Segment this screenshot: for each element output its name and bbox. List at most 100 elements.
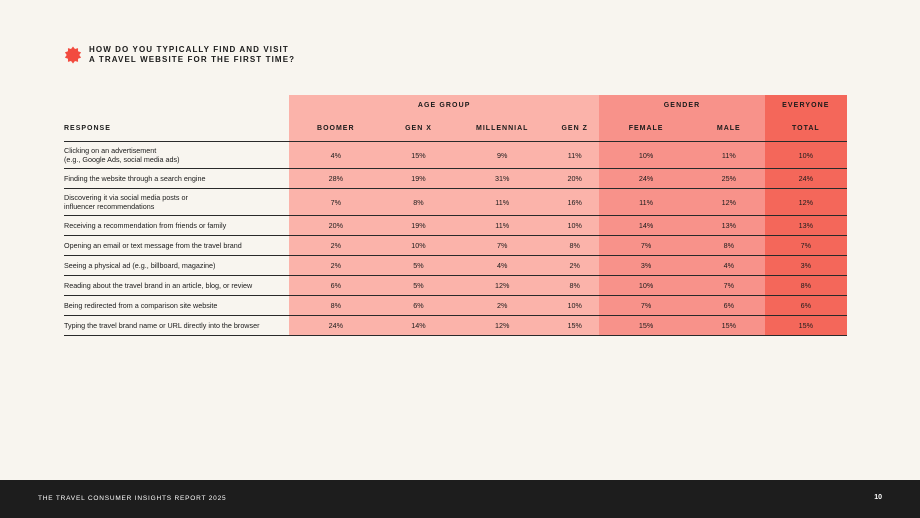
page-title: HOW DO YOU TYPICALLY FIND AND VISIT A TR… xyxy=(89,45,296,64)
value-cell: 14% xyxy=(599,215,693,236)
value-cell: 28% xyxy=(289,168,383,189)
value-cell: 24% xyxy=(764,168,847,189)
value-cell: 25% xyxy=(692,168,765,189)
value-cell: 9% xyxy=(454,141,551,169)
table-row: Opening an email or text message from th… xyxy=(64,235,847,256)
value-cell: 13% xyxy=(692,215,765,236)
footer-bar: THE TRAVEL CONSUMER INSIGHTS REPORT 2025… xyxy=(0,480,920,518)
value-cell: 20% xyxy=(289,215,383,236)
value-cell: 8% xyxy=(550,275,600,296)
value-cell: 6% xyxy=(382,295,455,316)
value-cell: 15% xyxy=(382,141,455,169)
value-cell: 13% xyxy=(764,215,847,236)
column-header: TOTAL xyxy=(764,116,847,142)
value-cell: 5% xyxy=(382,275,455,296)
value-cell: 8% xyxy=(289,295,383,316)
value-cell: 2% xyxy=(289,255,383,276)
column-header: BOOMER xyxy=(289,116,383,142)
value-cell: 8% xyxy=(550,235,600,256)
value-cell: 6% xyxy=(692,295,765,316)
column-header: GEN X xyxy=(382,116,455,142)
value-cell: 7% xyxy=(599,295,693,316)
starburst-icon xyxy=(64,46,82,64)
value-cell: 8% xyxy=(382,188,455,216)
value-cell: 11% xyxy=(692,141,765,169)
value-cell: 24% xyxy=(599,168,693,189)
value-cell: 6% xyxy=(289,275,383,296)
value-cell: 19% xyxy=(382,215,455,236)
value-cell: 7% xyxy=(289,188,383,216)
value-cell: 10% xyxy=(599,275,693,296)
value-cell: 5% xyxy=(382,255,455,276)
value-cell: 8% xyxy=(764,275,847,296)
value-cell: 12% xyxy=(454,275,551,296)
value-cell: 15% xyxy=(764,315,847,336)
group-header-empty xyxy=(64,95,289,116)
group-header-age: AGE GROUP xyxy=(289,95,600,116)
table-row: Being redirected from a comparison site … xyxy=(64,295,847,316)
value-cell: 31% xyxy=(454,168,551,189)
report-name: THE TRAVEL CONSUMER INSIGHTS REPORT 2025 xyxy=(38,495,227,502)
value-cell: 14% xyxy=(382,315,455,336)
survey-table: AGE GROUP GENDER EVERYONE RESPONSE BOOMER… xyxy=(64,95,847,336)
table-row: Receiving a recommendation from friends … xyxy=(64,215,847,236)
column-header: GEN Z xyxy=(550,116,600,142)
table-row: Discovering it via social media posts or… xyxy=(64,188,847,216)
response-label: Receiving a recommendation from friends … xyxy=(64,215,290,236)
table-row: Clicking on an advertisement (e.g., Goog… xyxy=(64,141,847,169)
response-label: Clicking on an advertisement (e.g., Goog… xyxy=(64,141,290,169)
value-cell: 11% xyxy=(454,188,551,216)
value-cell: 12% xyxy=(692,188,765,216)
value-cell: 2% xyxy=(550,255,600,276)
value-cell: 15% xyxy=(599,315,693,336)
value-cell: 3% xyxy=(599,255,693,276)
value-cell: 11% xyxy=(599,188,693,216)
value-cell: 2% xyxy=(454,295,551,316)
value-cell: 24% xyxy=(289,315,383,336)
value-cell: 15% xyxy=(692,315,765,336)
value-cell: 7% xyxy=(692,275,765,296)
group-header-everyone: EVERYONE xyxy=(764,95,847,116)
value-cell: 4% xyxy=(692,255,765,276)
response-label: Discovering it via social media posts or… xyxy=(64,188,290,216)
column-header: MALE xyxy=(692,116,765,142)
response-label: Being redirected from a comparison site … xyxy=(64,295,290,316)
value-cell: 19% xyxy=(382,168,455,189)
table-row: Seeing a physical ad (e.g., billboard, m… xyxy=(64,255,847,276)
value-cell: 10% xyxy=(550,295,600,316)
value-cell: 2% xyxy=(289,235,383,256)
value-cell: 7% xyxy=(599,235,693,256)
value-cell: 7% xyxy=(764,235,847,256)
response-label: Seeing a physical ad (e.g., billboard, m… xyxy=(64,255,290,276)
value-cell: 11% xyxy=(550,141,600,169)
value-cell: 7% xyxy=(454,235,551,256)
value-cell: 10% xyxy=(599,141,693,169)
response-label: Finding the website through a search eng… xyxy=(64,168,290,189)
value-cell: 10% xyxy=(764,141,847,169)
response-label: Typing the travel brand name or URL dire… xyxy=(64,315,290,336)
column-header: FEMALE xyxy=(599,116,693,142)
column-header: MILLENNIAL xyxy=(454,116,551,142)
value-cell: 11% xyxy=(454,215,551,236)
value-cell: 8% xyxy=(692,235,765,256)
value-cell: 6% xyxy=(764,295,847,316)
group-header-gender: GENDER xyxy=(599,95,765,116)
value-cell: 4% xyxy=(289,141,383,169)
table-row: Reading about the travel brand in an art… xyxy=(64,275,847,296)
value-cell: 4% xyxy=(454,255,551,276)
value-cell: 3% xyxy=(764,255,847,276)
value-cell: 10% xyxy=(550,215,600,236)
value-cell: 20% xyxy=(550,168,600,189)
value-cell: 15% xyxy=(550,315,600,336)
value-cell: 10% xyxy=(382,235,455,256)
response-label: Reading about the travel brand in an art… xyxy=(64,275,290,296)
response-label: Opening an email or text message from th… xyxy=(64,235,290,256)
column-header: RESPONSE xyxy=(64,116,290,142)
table-row: Typing the travel brand name or URL dire… xyxy=(64,315,847,336)
page-number: 10 xyxy=(874,494,882,501)
value-cell: 16% xyxy=(550,188,600,216)
value-cell: 12% xyxy=(454,315,551,336)
table-row: Finding the website through a search eng… xyxy=(64,168,847,189)
slide-header: HOW DO YOU TYPICALLY FIND AND VISIT A TR… xyxy=(64,45,295,65)
value-cell: 12% xyxy=(764,188,847,216)
